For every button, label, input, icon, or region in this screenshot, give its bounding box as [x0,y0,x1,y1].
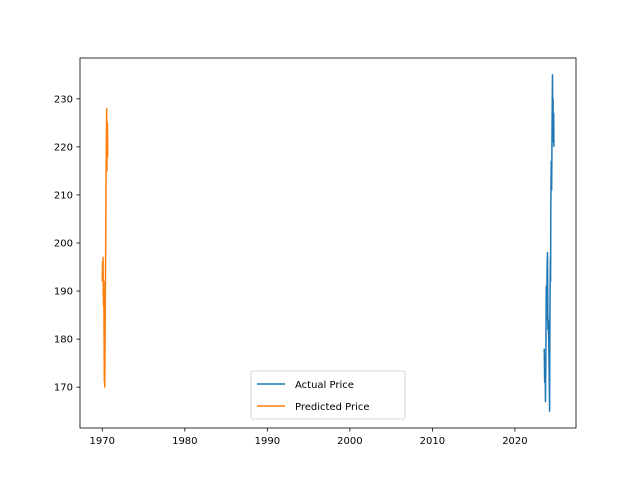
x-tick-label: 1990 [255,436,280,447]
legend: Actual Price Predicted Price [250,370,406,420]
plot-lines [101,74,555,412]
x-tick-label: 2020 [502,436,527,447]
x-tick-label: 2010 [420,436,445,447]
legend-label-0: Actual Price [295,380,354,391]
y-tick-label: 190 [54,287,73,298]
x-tick-label: 1970 [90,436,115,447]
y-axis: 170 180 190 200 210 220 230 [54,94,80,394]
y-tick-label: 180 [54,335,73,346]
legend-label-1: Predicted Price [295,402,370,413]
y-tick-label: 200 [54,239,73,250]
y-tick-label: 210 [54,190,73,201]
y-tick-label: 170 [54,383,73,394]
y-tick-label: 220 [54,142,73,153]
x-axis: 1970 1980 1990 2000 2010 2020 [90,428,528,447]
y-tick-label: 230 [54,94,73,105]
series-line-1 [101,107,109,388]
series-line-0 [543,74,555,412]
x-tick-label: 1980 [172,436,197,447]
x-tick-label: 2000 [337,436,362,447]
legend-box [250,370,406,420]
